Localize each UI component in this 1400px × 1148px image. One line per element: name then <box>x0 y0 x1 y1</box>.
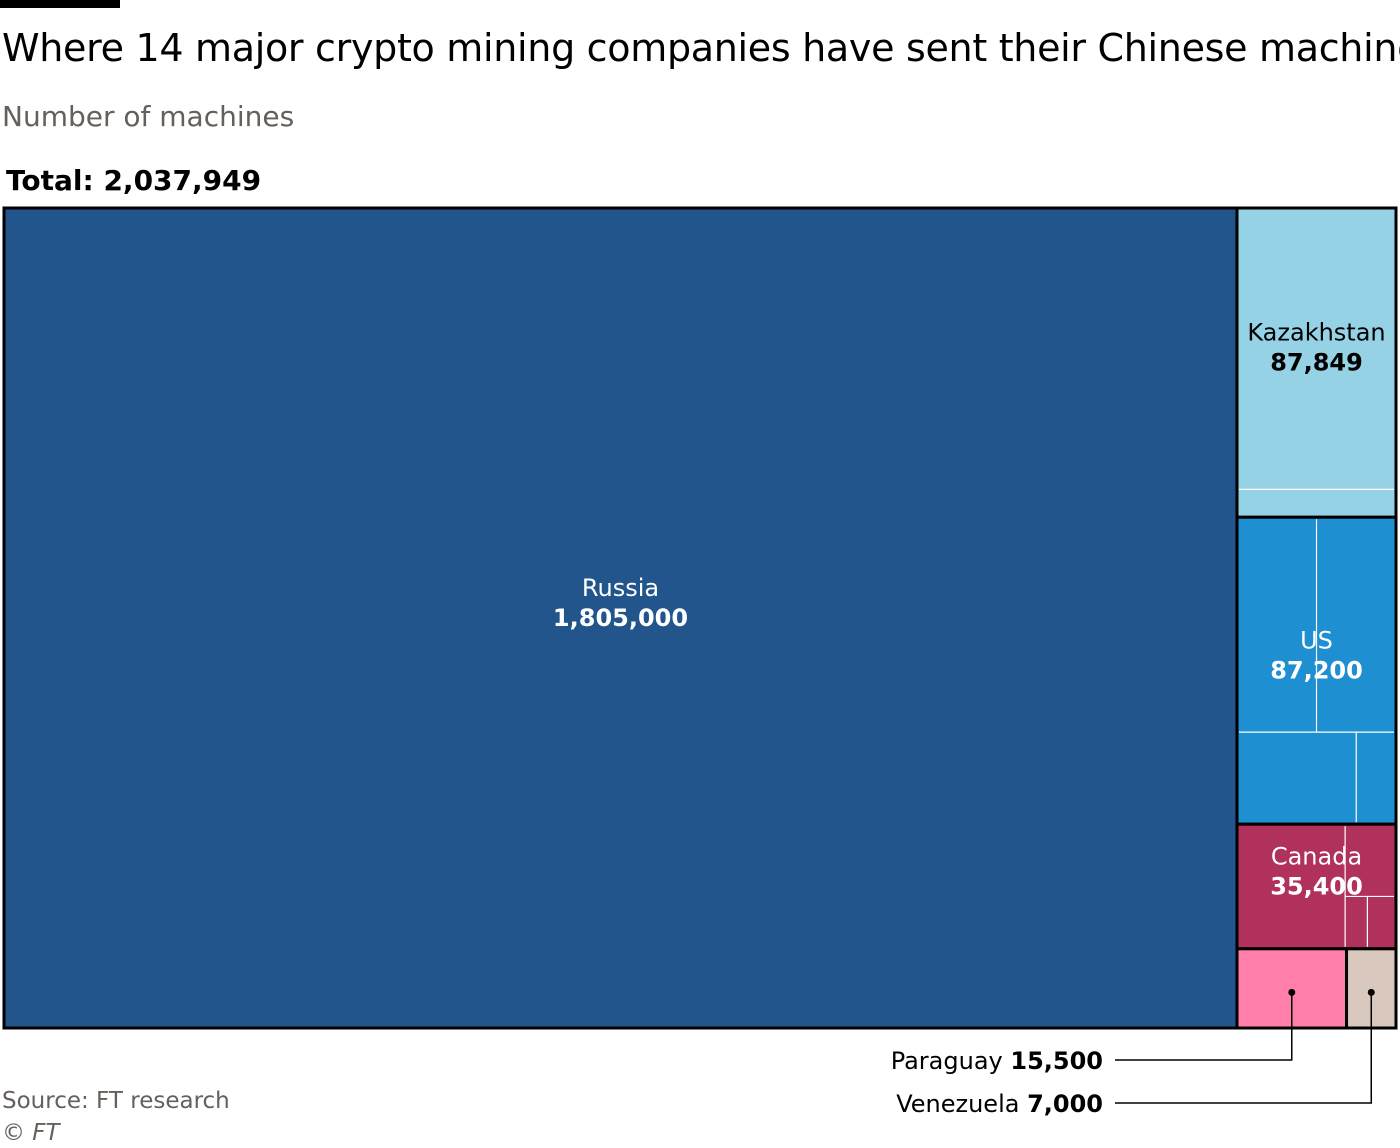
value-russia: 1,805,000 <box>553 604 688 632</box>
leader-line-venezuela <box>1115 992 1373 1104</box>
cell-canada <box>1235 822 1398 951</box>
chart-subtitle: Number of machines <box>2 100 295 133</box>
total-label: Total: 2,037,949 <box>6 164 261 197</box>
callout-value-venezuela: 7,000 <box>1027 1090 1103 1118</box>
callout-paraguay: Paraguay 15,500 <box>891 1047 1103 1075</box>
value-canada: 35,400 <box>1270 872 1363 900</box>
cell-russia <box>2 206 1239 1030</box>
accent-bar <box>0 0 120 8</box>
label-us: US <box>1300 627 1333 655</box>
chart-title: Where 14 major crypto mining companies h… <box>2 26 1400 70</box>
value-us: 87,200 <box>1270 657 1363 685</box>
label-canada: Canada <box>1271 842 1362 870</box>
cell-kazakhstan <box>1235 206 1398 519</box>
total-value: 2,037,949 <box>103 164 262 197</box>
label-russia: Russia <box>582 574 659 602</box>
callout-name-paraguay: Paraguay <box>891 1047 1011 1075</box>
callout-name-venezuela: Venezuela <box>896 1090 1027 1118</box>
value-kazakhstan: 87,849 <box>1270 349 1363 377</box>
callout-venezuela: Venezuela 7,000 <box>896 1090 1103 1118</box>
source-note: Source: FT research <box>2 1088 230 1114</box>
leader-line-paraguay <box>1115 992 1293 1061</box>
label-kazakhstan: Kazakhstan <box>1247 319 1385 347</box>
copyright-note: © FT <box>2 1120 60 1146</box>
callout-value-paraguay: 15,500 <box>1010 1047 1103 1075</box>
total-label-text: Total: <box>6 164 94 197</box>
